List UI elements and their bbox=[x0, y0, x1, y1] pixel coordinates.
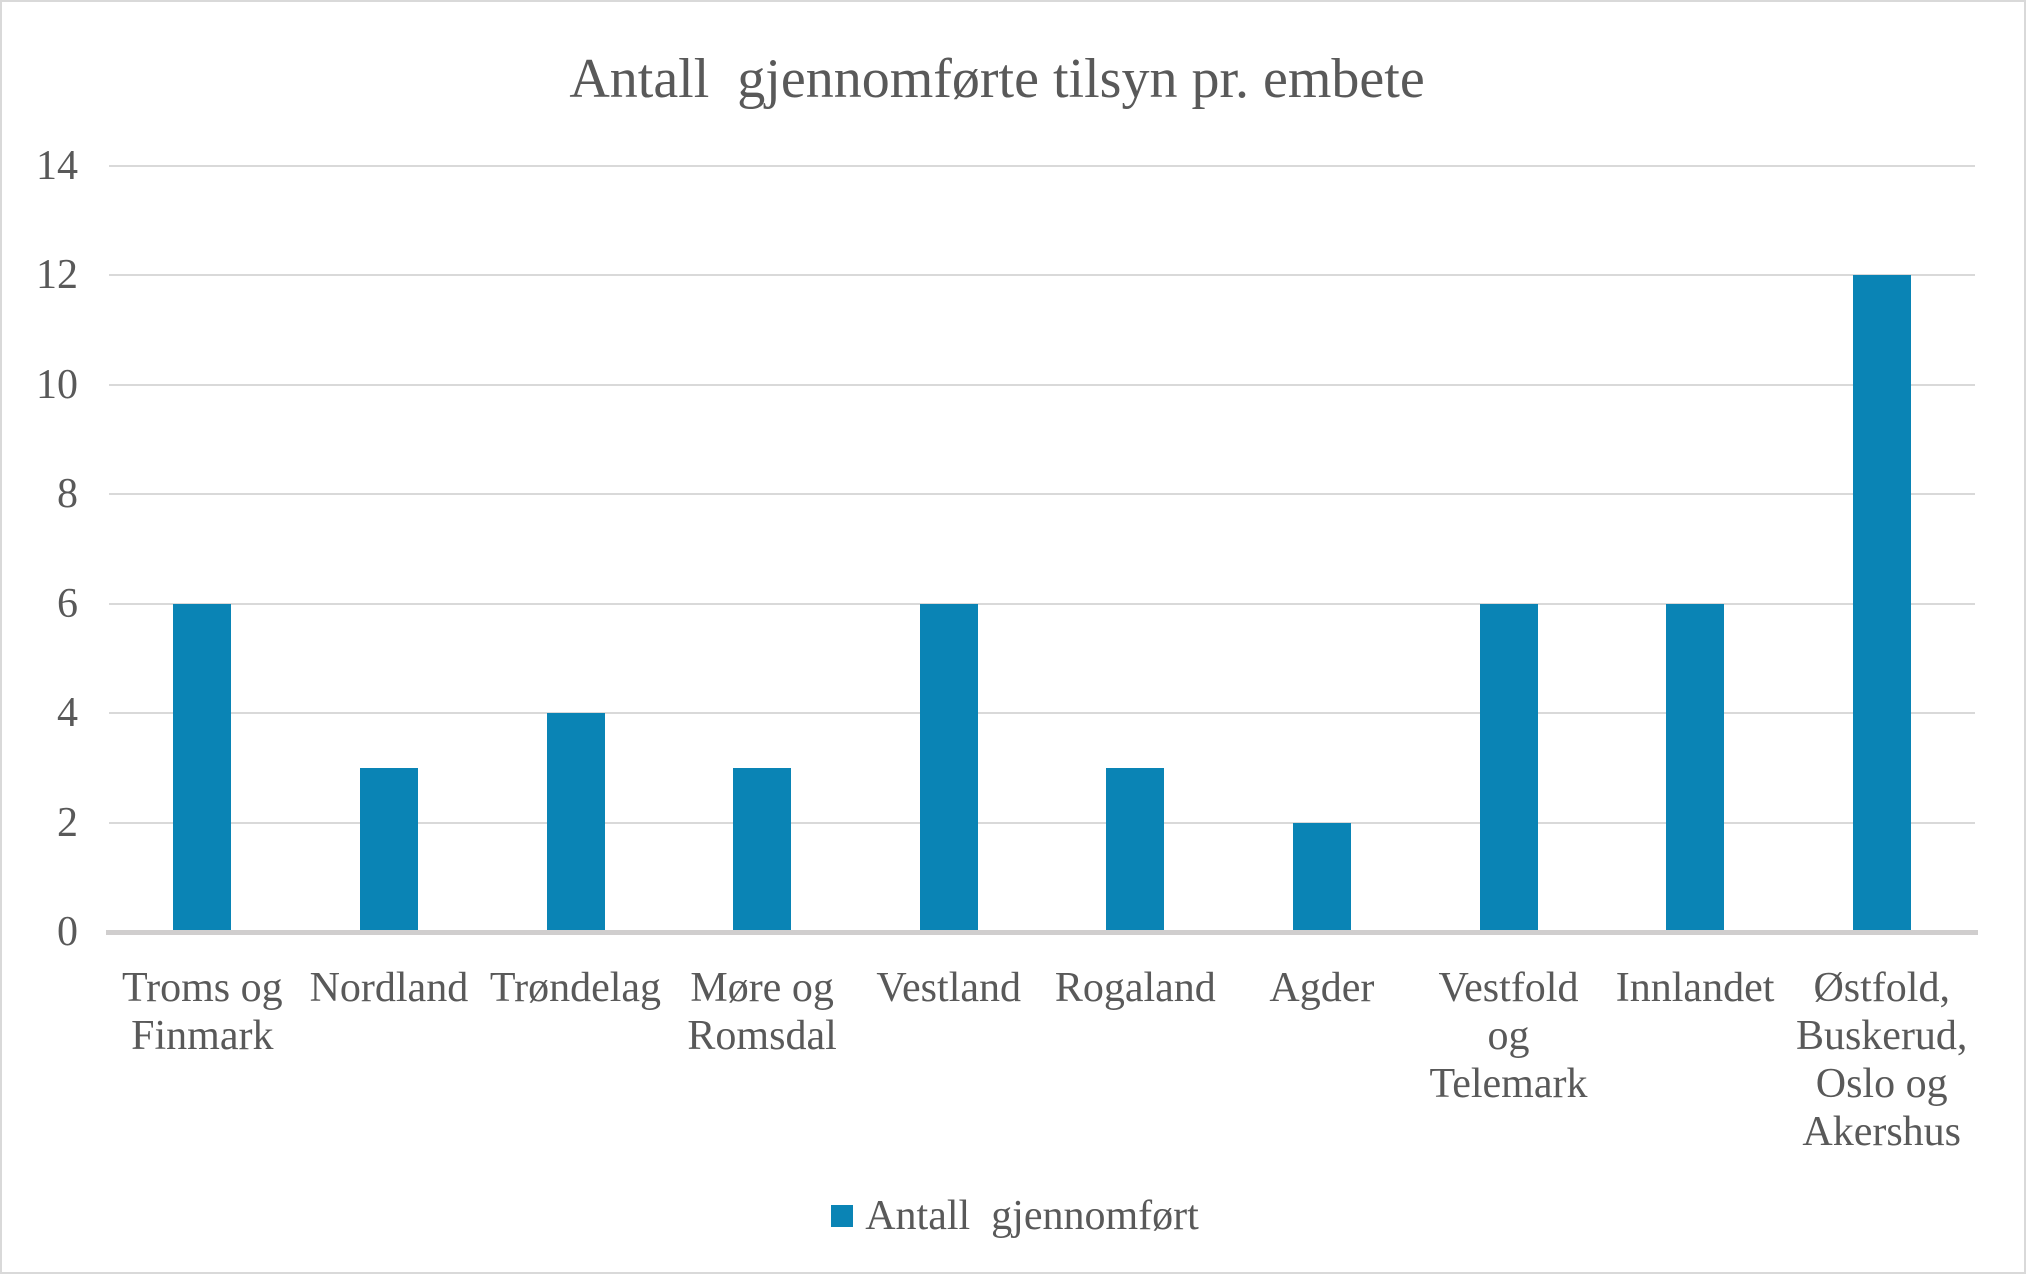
gridline bbox=[109, 493, 1975, 496]
x-axis-category-label: Troms og Finmark bbox=[121, 965, 283, 1059]
bar bbox=[919, 603, 978, 932]
gridline bbox=[109, 383, 1975, 386]
x-axis-category-label: Agder bbox=[1269, 965, 1375, 1011]
y-axis-tick-label: 2 bbox=[57, 799, 78, 846]
x-axis-category-label: Østfold, Buskerud, Oslo og Akershus bbox=[1795, 965, 1968, 1155]
y-axis-tick-label: 0 bbox=[57, 909, 78, 955]
y-axis-tick-label: 14 bbox=[36, 143, 78, 189]
gridline bbox=[109, 821, 1975, 824]
y-axis-tick-label: 6 bbox=[57, 580, 78, 627]
x-axis-line bbox=[106, 930, 1978, 935]
gridline bbox=[109, 274, 1975, 277]
y-axis-tick-label: 12 bbox=[36, 252, 78, 299]
bar bbox=[1666, 603, 1725, 932]
x-axis-category-label: Nordland bbox=[309, 965, 469, 1011]
x-axis-category-label: Vestfold og Telemark bbox=[1429, 965, 1588, 1107]
x-axis-category-label: Vestland bbox=[876, 965, 1022, 1011]
bar bbox=[1292, 822, 1351, 932]
x-axis-category-label: Møre og Romsdal bbox=[687, 965, 837, 1059]
bar bbox=[546, 713, 605, 932]
gridline bbox=[109, 165, 1975, 167]
x-axis-category-label: Rogaland bbox=[1054, 965, 1216, 1011]
y-axis-tick-label: 4 bbox=[57, 690, 78, 737]
bar bbox=[173, 603, 232, 932]
bar bbox=[1479, 603, 1538, 932]
legend-swatch bbox=[831, 1205, 854, 1227]
x-axis-category-label: Trøndelag bbox=[489, 965, 662, 1011]
y-axis-tick-label: 10 bbox=[36, 361, 78, 408]
legend: Antall gjennomført bbox=[2, 1188, 2024, 1244]
gridline bbox=[109, 602, 1975, 605]
x-axis-category-label: Innlandet bbox=[1615, 965, 1775, 1011]
chart-title: Antall gjennomførte tilsyn pr. embete bbox=[569, 48, 1425, 110]
bar bbox=[359, 767, 418, 932]
bar bbox=[1852, 275, 1911, 932]
gridline bbox=[109, 712, 1975, 715]
legend-label: Antall gjennomført bbox=[865, 1193, 1199, 1239]
y-axis-tick-label: 8 bbox=[57, 471, 78, 518]
bar bbox=[1106, 767, 1165, 932]
bar bbox=[733, 767, 792, 932]
